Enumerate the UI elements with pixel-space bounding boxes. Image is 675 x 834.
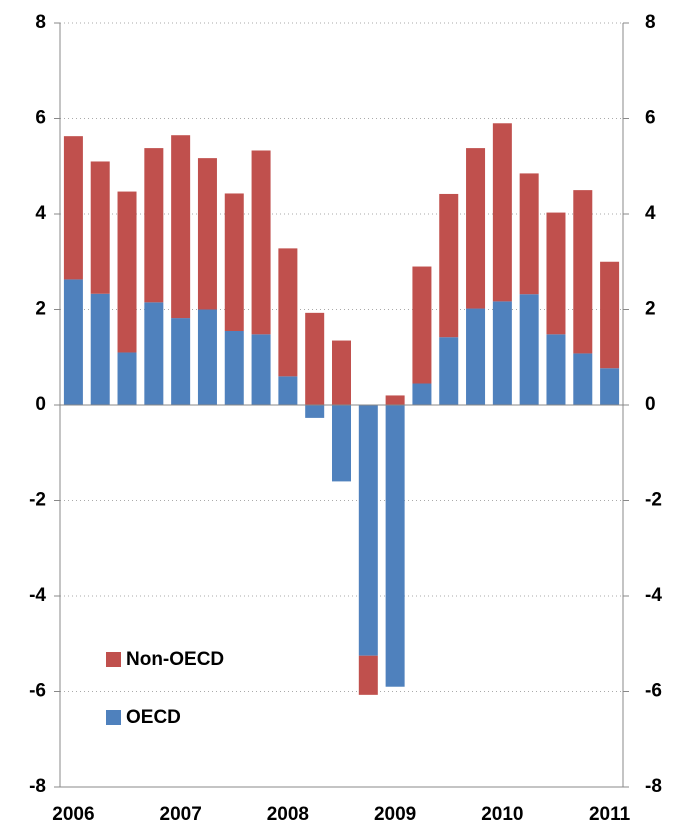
bar	[573, 190, 593, 354]
bar	[492, 301, 512, 405]
y-tick-label: -6	[29, 681, 46, 702]
bar	[171, 318, 191, 405]
y2-tick-label: 6	[645, 108, 656, 129]
bar	[63, 136, 83, 280]
y-tick-label: -8	[29, 776, 46, 797]
x-tick-label: 2007	[160, 804, 202, 825]
bar	[305, 405, 325, 418]
bar	[224, 330, 244, 405]
bar	[171, 135, 191, 319]
bar	[439, 193, 459, 338]
bar	[385, 405, 405, 687]
x-tick-label: 2011	[589, 804, 631, 825]
y-tick-label: -4	[29, 585, 46, 606]
bar	[144, 148, 164, 303]
legend-label: Non-OECD	[126, 649, 224, 670]
x-tick-label: 2006	[52, 804, 94, 825]
bar	[412, 383, 432, 405]
legend-swatch	[106, 652, 121, 667]
bar	[90, 293, 110, 405]
bar	[278, 248, 298, 377]
y-tick-label: 0	[35, 394, 46, 415]
bar	[63, 279, 83, 405]
bar	[546, 212, 566, 335]
y2-tick-label: 8	[645, 12, 656, 33]
bar	[358, 655, 378, 695]
bar	[332, 405, 351, 482]
y-tick-label: 6	[35, 108, 46, 129]
bar	[519, 173, 539, 295]
legend-swatch	[106, 710, 121, 725]
y2-tick-label: 4	[645, 203, 656, 224]
bar	[492, 123, 512, 302]
bar	[546, 334, 566, 405]
bar	[197, 158, 217, 310]
y-tick-label: 4	[35, 203, 46, 224]
bar	[117, 352, 137, 405]
bar	[466, 308, 486, 405]
y2-tick-label: 2	[645, 299, 656, 320]
bar	[358, 405, 378, 656]
bar	[144, 302, 164, 405]
bar	[385, 395, 405, 405]
y2-tick-label: -4	[645, 585, 662, 606]
bar	[197, 309, 217, 405]
bar	[600, 368, 620, 405]
bar	[278, 376, 298, 405]
y-tick-label: 2	[35, 299, 46, 320]
legend-label: OECD	[126, 707, 181, 728]
bar	[305, 312, 325, 405]
y-tick-label: -2	[29, 490, 46, 511]
bar	[600, 261, 620, 369]
bar	[573, 353, 593, 405]
bar	[439, 337, 459, 405]
y2-tick-label: -8	[645, 776, 662, 797]
bar	[251, 334, 271, 405]
bar	[117, 191, 137, 353]
bar	[90, 161, 110, 294]
bar	[251, 150, 271, 335]
y-tick-label: 8	[35, 12, 46, 33]
x-tick-label: 2009	[374, 804, 416, 825]
bar	[412, 266, 432, 384]
x-tick-label: 2008	[267, 804, 309, 825]
y2-tick-label: 0	[645, 394, 656, 415]
bar	[332, 340, 351, 405]
y2-tick-label: -2	[645, 490, 662, 511]
bar	[224, 193, 244, 331]
bar	[466, 148, 486, 309]
y2-tick-label: -6	[645, 681, 662, 702]
x-tick-label: 2010	[481, 804, 523, 825]
bar	[519, 294, 539, 405]
